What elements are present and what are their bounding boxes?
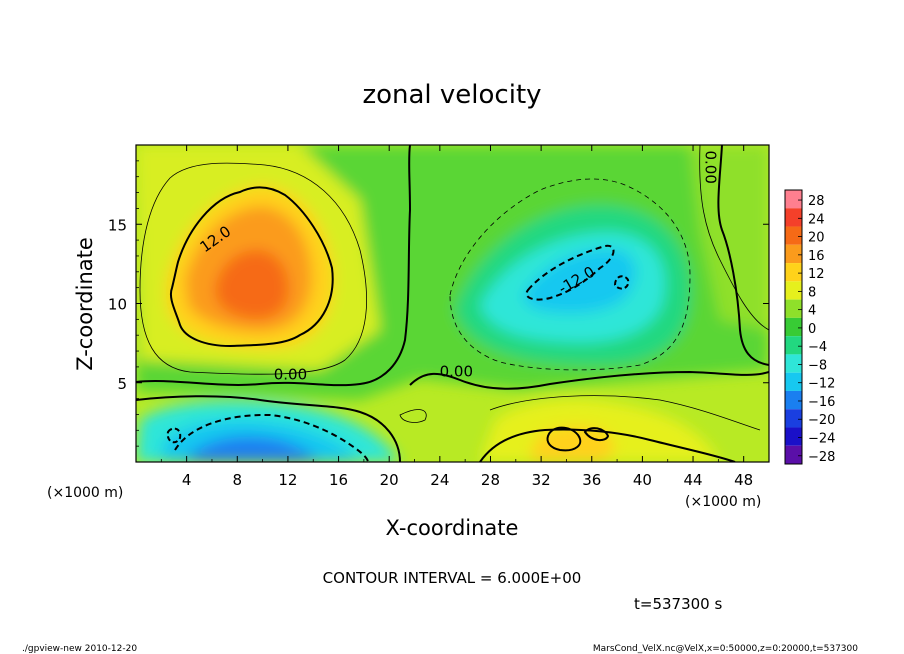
- contour-6-positive-lower-a: [546, 426, 582, 452]
- colorbar-label-14: −28: [808, 450, 835, 465]
- colorbar-label-9: −8: [808, 358, 827, 373]
- colorbar-swatch-10: [785, 372, 802, 391]
- colorbar-swatch-13: [785, 427, 802, 446]
- contour-label-2: 0.00: [440, 362, 473, 380]
- colorbar-label-0: 28: [808, 194, 825, 209]
- velocity-field: [136, 145, 769, 462]
- contour-lines: [136, 145, 769, 462]
- colorbar-label-8: −4: [808, 340, 827, 355]
- x-tick-label-8: 36: [582, 471, 601, 489]
- contour-label-3: 0.00: [702, 150, 720, 183]
- contour-label-1: 0.00: [274, 366, 307, 384]
- contour-zero-main: [136, 145, 412, 387]
- colorbar-swatch-12: [785, 409, 802, 428]
- x-tick-label-5: 24: [430, 471, 449, 489]
- colorbar-label-10: −12: [808, 377, 835, 392]
- x-tick-label-9: 40: [633, 471, 652, 489]
- field-positive-core: [214, 249, 289, 320]
- colorbar-label-6: 4: [808, 304, 816, 319]
- x-tick-label-2: 12: [278, 471, 297, 489]
- colorbar-label-4: 12: [808, 267, 825, 282]
- colorbar-label-5: 8: [808, 285, 816, 300]
- x-unit-right: (×1000 m): [685, 494, 761, 510]
- colorbar-label-1: 24: [808, 212, 825, 227]
- x-tick-label-11: 48: [734, 471, 753, 489]
- contour-6-positive-lower-b: [583, 427, 610, 442]
- contour-6-thin-lower: [399, 409, 427, 423]
- colorbar-swatch-1: [785, 208, 802, 227]
- contour-minus6-small-lower: [166, 427, 182, 444]
- colorbar-swatch-3: [785, 244, 802, 264]
- x-unit-left: (×1000 m): [47, 485, 123, 501]
- colorbar-swatch-7: [785, 317, 802, 337]
- x-tick-label-0: 4: [182, 471, 192, 489]
- time-stamp: t=537300 s: [634, 595, 722, 613]
- colorbar: 28 24 20 16 12 8 4 0 −4 −8 −12 −16 −20 −24 −28: [784, 189, 835, 465]
- y-tick-label-0: 5: [117, 375, 127, 393]
- colorbar-swatch-2: [785, 226, 802, 245]
- contour-minus12-small: [613, 275, 630, 290]
- chart-title: zonal velocity: [362, 80, 541, 110]
- contour-minus6-dashed-upper: [449, 178, 691, 371]
- contour-6-thin-lower-mid: [489, 395, 761, 431]
- y-ticks: 5 10 15: [108, 160, 769, 447]
- colorbar-label-7: 0: [808, 322, 816, 337]
- x-tick-label-7: 32: [532, 471, 551, 489]
- x-ticks: 4 8 12 16 20 24 28 32 36 40 44 48: [160, 145, 753, 489]
- colorbar-swatch-9: [785, 354, 802, 373]
- colorbar-label-11: −16: [808, 395, 835, 410]
- colorbar-swatch-11: [785, 390, 802, 410]
- colorbar-label-3: 16: [808, 249, 825, 264]
- colorbar-swatch-4: [785, 263, 802, 282]
- colorbar-label-2: 20: [808, 231, 825, 246]
- footer-right: MarsCond_VelX.nc@VelX,x=0:50000,z=0:2000…: [593, 644, 858, 654]
- colorbar-swatch-0: [785, 190, 802, 209]
- x-tick-label-10: 44: [683, 471, 702, 489]
- contour-minus12-dashed-upper: [525, 244, 615, 301]
- x-tick-label-4: 20: [380, 471, 399, 489]
- contour-zero-lower: [409, 370, 769, 390]
- field-lower-negative-core: [185, 436, 320, 462]
- x-tick-label-3: 16: [329, 471, 348, 489]
- contour-12-positive: [170, 186, 334, 348]
- contour-minus6-dashed-lower: [174, 413, 369, 462]
- footer-left: ./gpview-new 2010-12-20: [22, 644, 137, 654]
- contour-6-thin-upper-right: [699, 145, 769, 331]
- colorbar-swatch-5: [785, 281, 802, 300]
- contour-6-positive: [139, 162, 367, 375]
- y-axis-label: Z-coordinate: [73, 237, 97, 371]
- colorbar-swatch-14: [785, 445, 802, 464]
- x-tick-label-1: 8: [233, 471, 243, 489]
- colorbar-label-13: −24: [808, 432, 835, 447]
- field-upper-right: [690, 145, 769, 330]
- y-tick-label-1: 10: [108, 296, 127, 314]
- x-axis-label: X-coordinate: [386, 516, 519, 540]
- plot-area: [136, 145, 769, 462]
- colorbar-label-12: −20: [808, 413, 835, 428]
- colorbar-swatch-8: [785, 336, 802, 355]
- contour-zero-lowleft: [136, 395, 401, 462]
- colorbar-frame: [784, 189, 803, 465]
- x-tick-label-6: 28: [481, 471, 500, 489]
- y-tick-label-2: 15: [108, 216, 127, 234]
- contour-interval: CONTOUR INTERVAL = 6.000E+00: [323, 569, 582, 587]
- colorbar-swatch-6: [785, 299, 802, 318]
- field-lower-positive-core: [530, 426, 615, 462]
- contour-zero-right: [717, 145, 769, 366]
